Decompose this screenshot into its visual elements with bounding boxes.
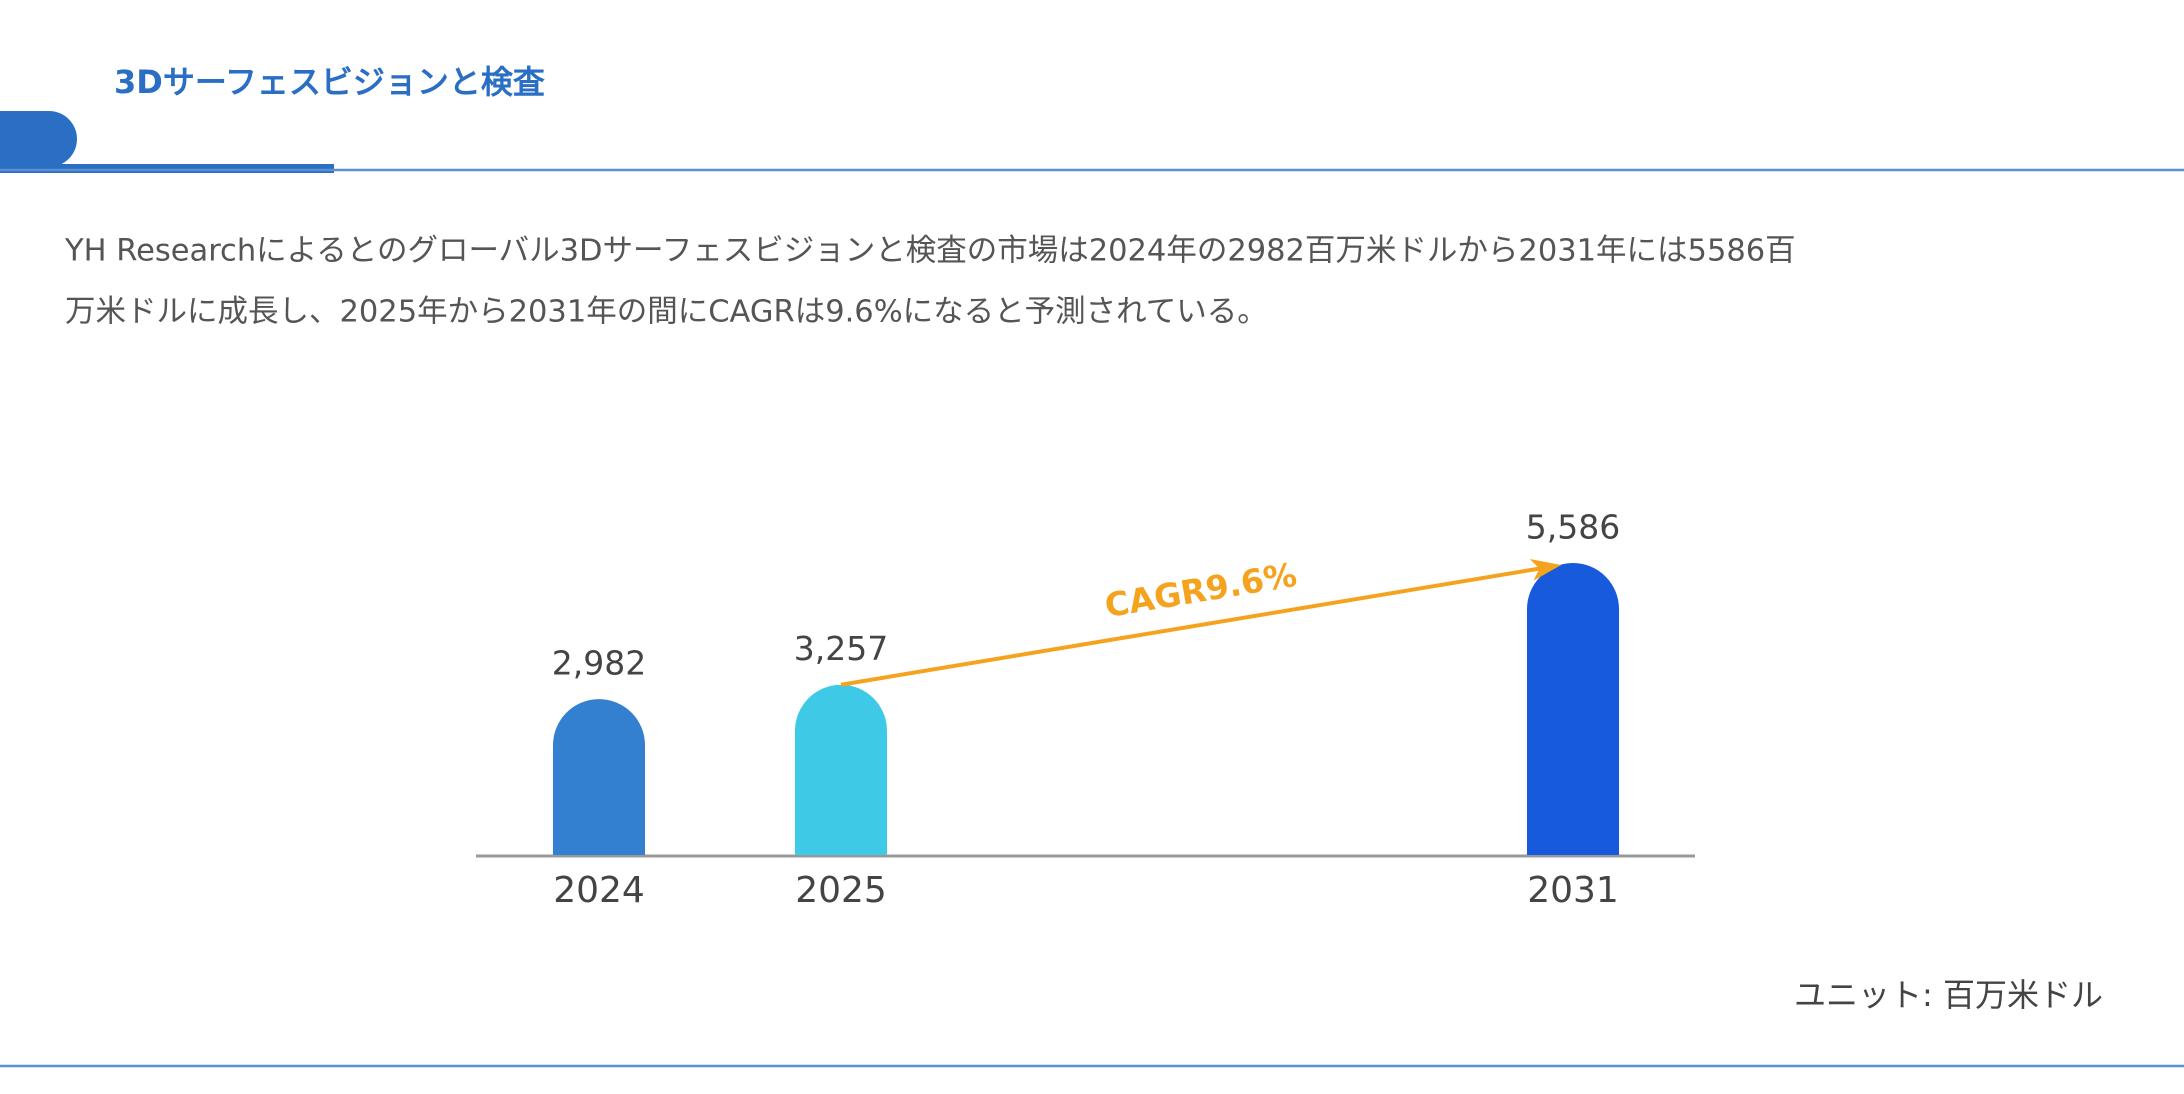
header-underline bbox=[0, 164, 334, 173]
unit-note: ユニット: 百万米ドル bbox=[1794, 976, 2103, 1014]
description-line: 万米ドルに成長し、2025年から2031年の間にCAGRは9.6%になると予測さ… bbox=[65, 295, 1268, 330]
bar bbox=[1527, 563, 1619, 855]
bar bbox=[553, 699, 645, 855]
cagr-arrow bbox=[840, 566, 1542, 687]
value-label: 3,257 bbox=[794, 629, 888, 668]
bar bbox=[795, 684, 888, 855]
description-line: YH Researchによるとのグローバル3Dサーフェスビジョンと検査の市場は2… bbox=[64, 234, 1796, 269]
x-tick-label: 2025 bbox=[795, 870, 887, 911]
header-tab bbox=[0, 111, 77, 167]
value-label: 2,982 bbox=[552, 644, 646, 683]
section-title: 3Dサーフェスビジョンと検査 bbox=[114, 63, 545, 101]
x-tick-label: 2031 bbox=[1527, 870, 1619, 911]
value-label: 5,586 bbox=[1526, 508, 1620, 547]
x-tick-label: 2024 bbox=[553, 870, 645, 911]
cagr-arrowhead bbox=[1529, 559, 1562, 581]
